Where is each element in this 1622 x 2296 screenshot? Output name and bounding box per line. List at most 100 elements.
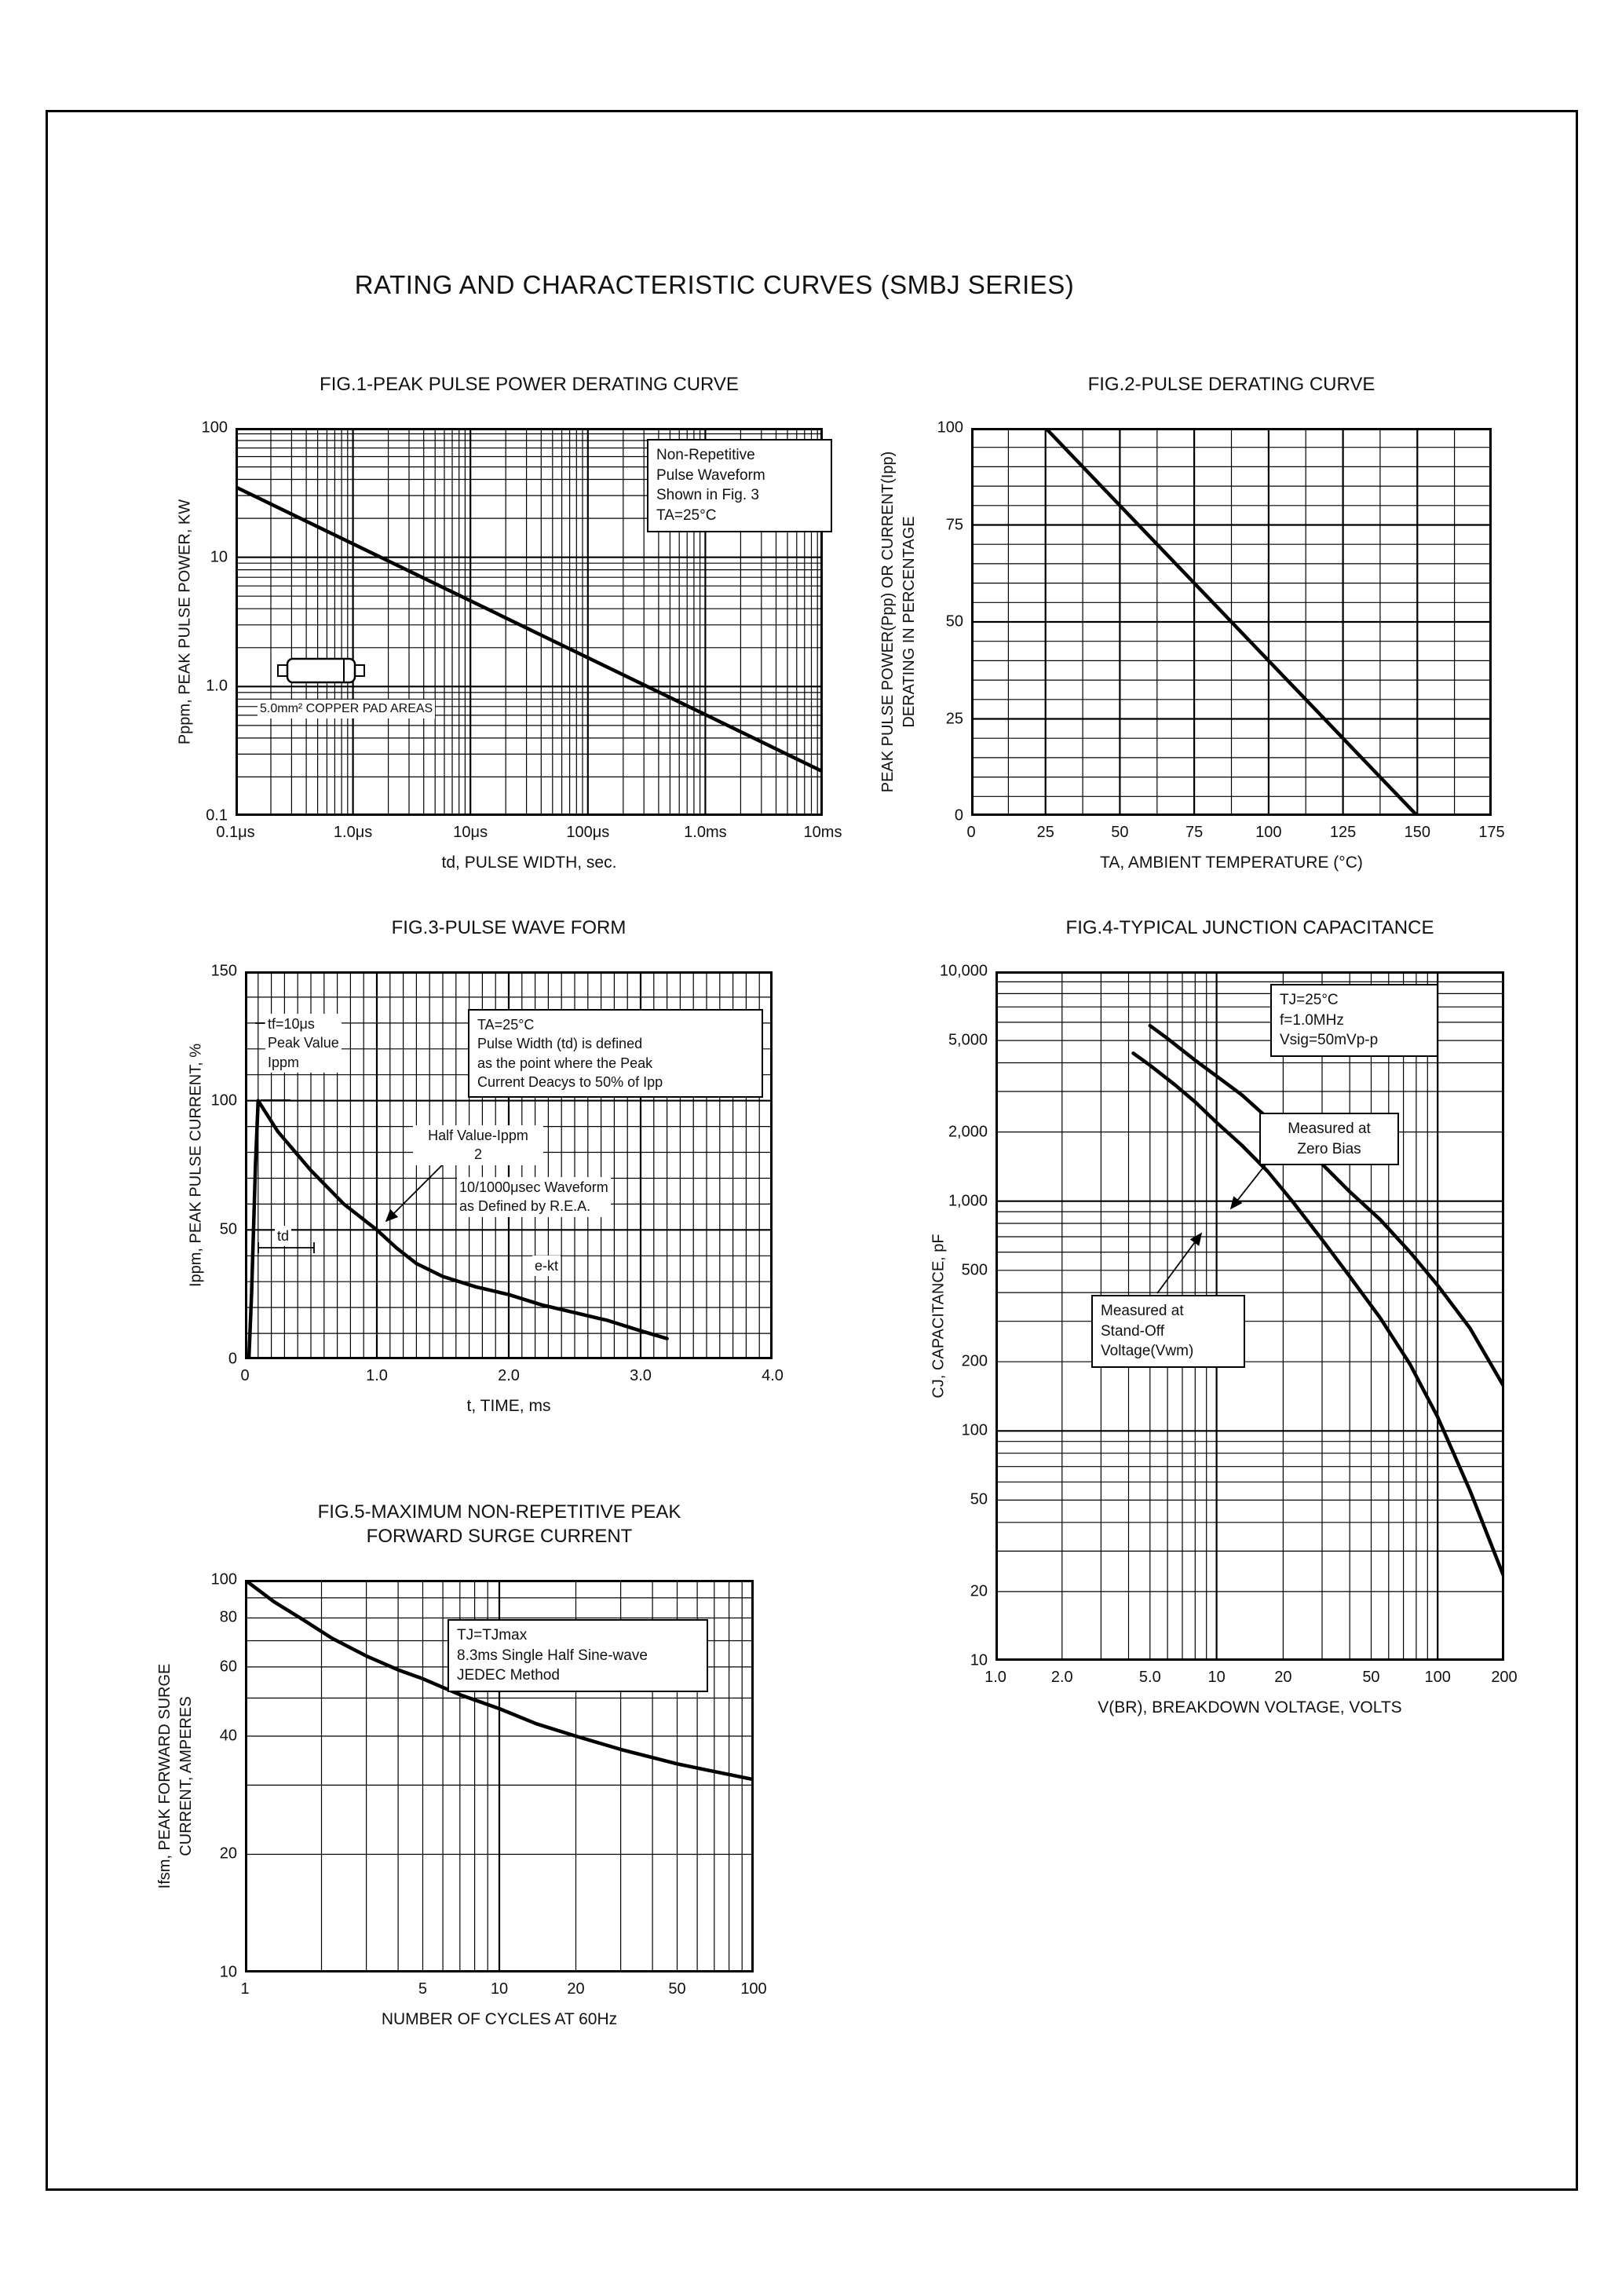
figure-5-plot	[245, 1580, 754, 1972]
y-tick-label: 100	[961, 1421, 988, 1439]
x-tick-label: 1.0ms	[684, 824, 727, 841]
x-tick-label: 100μs	[566, 824, 610, 841]
x-tick-label: 175	[1478, 824, 1505, 841]
figure-1-x-axis-label: td, PULSE WIDTH, sec.	[441, 854, 617, 872]
x-tick-label: 50	[668, 1980, 686, 1998]
figure-3-rea-note: 10/1000μsec Waveform as Defined by R.E.A…	[457, 1177, 611, 1217]
x-tick-label: 1.0	[366, 1367, 388, 1384]
y-tick-label: 50	[945, 612, 963, 631]
x-tick-label: 1.0	[985, 1669, 1006, 1686]
x-tick-label: 25	[1036, 824, 1054, 841]
y-tick-label: 10	[210, 548, 228, 566]
figure-4-x-axis-label: V(BR), BREAKDOWN VOLTAGE, VOLTS	[1098, 1698, 1402, 1717]
figure-3: FIG.3-PULSE WAVE FORM Ippm, PEAK PULSE C…	[188, 917, 784, 1415]
figure-5-x-axis-label: NUMBER OF CYCLES AT 60Hz	[381, 2010, 618, 2028]
y-tick-label: 100	[210, 1570, 237, 1589]
figure-2: FIG.2-PULSE DERATING CURVE PEAK PULSE PO…	[879, 374, 1505, 872]
figure-1-waveform-note: Non-Repetitive Pulse Waveform Shown in F…	[647, 439, 832, 532]
figure-5-y-axis-label: Ifsm, PEAK FORWARD SURGE CURRENT, AMPERE…	[156, 1663, 195, 1889]
x-tick-label: 0	[240, 1367, 250, 1384]
y-tick-label: 50	[219, 1220, 237, 1238]
x-tick-label: 20	[1274, 1669, 1292, 1686]
figure-3-x-axis-label: t, TIME, ms	[466, 1397, 551, 1415]
x-tick-label: 125	[1329, 824, 1357, 841]
x-tick-label: 4.0	[762, 1367, 784, 1384]
y-tick-label: 2,000	[948, 1123, 988, 1141]
x-tick-label: 5.0	[1138, 1669, 1161, 1686]
figure-3-tf-note: tf=10μs Peak Value Ippm	[265, 1014, 342, 1073]
y-tick-label: 75	[945, 516, 963, 533]
figure-5-conditions-note: TJ=TJmax 8.3ms Single Half Sine-wave JED…	[448, 1619, 708, 1692]
x-tick-label: 100	[740, 1980, 767, 1998]
figure-2-y-axis-label: PEAK PULSE POWER(Ppp) OR CURRENT(Ipp) DE…	[879, 451, 918, 793]
figure-2-x-axis-label: TA, AMBIENT TEMPERATURE (°C)	[1100, 854, 1363, 872]
x-tick-label: 20	[567, 1980, 585, 1998]
x-tick-label: 1	[240, 1980, 250, 1998]
figure-4-conditions-note: TJ=25°C f=1.0MHz Vsig=50mVp-p	[1270, 984, 1438, 1057]
x-tick-label: 10	[1207, 1669, 1226, 1686]
x-tick-label: 2.0	[498, 1367, 520, 1384]
figure-4-title: FIG.4-TYPICAL JUNCTION CAPACITANCE	[1065, 916, 1434, 938]
series-surge-current	[245, 1580, 754, 1782]
page-title: RATING AND CHARACTERISTIC CURVES (SMBJ S…	[354, 270, 1075, 299]
figure-1-pad-area-note: 5.0mm² COPPER PAD AREAS	[258, 700, 436, 718]
x-tick-label: 0	[966, 824, 976, 841]
y-tick-label: 0	[228, 1350, 237, 1368]
figure-4-zero-bias-note: Measured at Zero Bias	[1259, 1113, 1399, 1166]
y-tick-label: 100	[201, 419, 228, 437]
y-tick-label: 100	[937, 419, 963, 437]
figure-3-y-axis-label: Ippm, PEAK PULSE CURRENT, %	[187, 1043, 205, 1288]
y-tick-label: 0	[954, 806, 963, 824]
figure-4-stand-off-note: Measured at Stand-Off Voltage(Vwm)	[1091, 1295, 1245, 1368]
x-tick-label: 2.0	[1050, 1669, 1073, 1686]
y-tick-label: 60	[219, 1658, 237, 1676]
x-tick-label: 150	[1404, 824, 1430, 841]
series-peak-pulse-power	[236, 484, 823, 773]
figure-4-plot	[995, 971, 1504, 1661]
y-tick-label: 10,000	[939, 962, 988, 980]
y-tick-label: 20	[970, 1582, 988, 1600]
figure-4: FIG.4-TYPICAL JUNCTION CAPACITANCE CJ, C…	[930, 917, 1518, 1717]
page-border	[46, 110, 1578, 2191]
x-tick-label: 50	[1111, 824, 1129, 841]
y-tick-label: 25	[945, 710, 963, 727]
x-tick-label: 75	[1185, 824, 1204, 841]
x-tick-label: 0.1μs	[216, 824, 255, 841]
y-tick-label: 10	[970, 1651, 988, 1669]
x-tick-label: 10ms	[803, 824, 842, 841]
x-tick-label: 100	[1424, 1669, 1451, 1686]
y-tick-label: 80	[219, 1608, 237, 1626]
y-tick-label: 10	[219, 1963, 237, 1981]
figure-3-pulse-width-note: TA=25°C Pulse Width (td) is defined as t…	[468, 1009, 763, 1099]
y-tick-label: 1,000	[948, 1192, 988, 1210]
figure-2-plot	[971, 428, 1492, 816]
series-derating	[971, 428, 1419, 816]
figure-3-half-value-note: Half Value-Ippm 2	[413, 1125, 543, 1165]
y-tick-label: 200	[961, 1352, 988, 1370]
figure-3-title: FIG.3-PULSE WAVE FORM	[391, 916, 627, 938]
x-tick-label: 1.0μs	[333, 824, 373, 841]
y-tick-label: 100	[210, 1091, 237, 1110]
figure-5-title: FIG.5-MAXIMUM NON-REPETITIVE PEAK FORWAR…	[317, 1501, 681, 1547]
x-tick-label: 200	[1491, 1669, 1518, 1686]
y-tick-label: 150	[210, 962, 237, 980]
x-tick-label: 10μs	[453, 824, 488, 841]
y-tick-label: 40	[219, 1727, 237, 1745]
figure-2-title: FIG.2-PULSE DERATING CURVE	[1087, 373, 1375, 395]
figure-4-y-axis-label: CJ, CAPACITANCE, pF	[930, 1234, 948, 1398]
figure-1-y-axis-label: Pppm, PEAK PULSE POWER, KW	[176, 499, 194, 745]
series-pulse-waveform	[247, 1099, 669, 1359]
y-tick-label: 1.0	[206, 677, 228, 695]
x-tick-label: 50	[1362, 1669, 1380, 1686]
y-tick-label: 500	[961, 1261, 988, 1279]
y-tick-label: 50	[970, 1490, 988, 1508]
x-tick-label: 3.0	[630, 1367, 652, 1384]
figure-5: FIG.5-MAXIMUM NON-REPETITIVE PEAK FORWAR…	[156, 1501, 767, 2028]
figure-3-td-note: td	[275, 1226, 292, 1247]
figure-1: FIG.1-PEAK PULSE POWER DERATING CURVE Pp…	[177, 374, 842, 872]
y-tick-label: 0.1	[206, 806, 228, 824]
x-tick-label: 100	[1255, 824, 1282, 841]
x-tick-label: 5	[418, 1980, 428, 1998]
figure-3-decay-note: e-kt	[532, 1256, 561, 1277]
series-stand-off-voltage	[1131, 1051, 1504, 1580]
